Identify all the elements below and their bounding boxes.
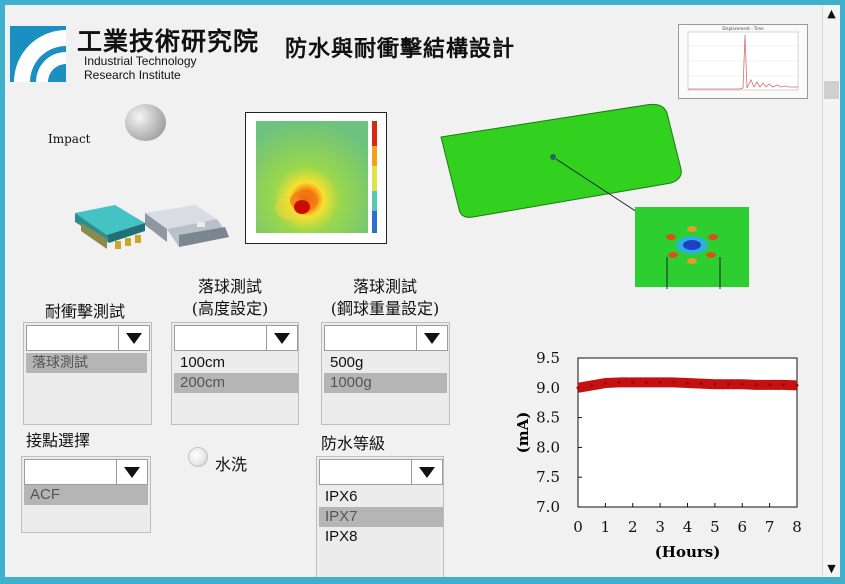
impact-test-label: 耐衝擊測試 xyxy=(44,302,125,321)
impact-heatmap-plot xyxy=(256,121,377,233)
main-panel: 工業技術研究院 Industrial Technology Research I… xyxy=(5,5,822,577)
data-point xyxy=(740,382,744,386)
ball-weight-listbox[interactable]: 500g 1000g xyxy=(321,322,450,425)
drop-height-option-100[interactable]: 100cm xyxy=(180,354,226,371)
data-point xyxy=(590,383,594,387)
data-point xyxy=(631,380,635,384)
y-tick-label: 9.5 xyxy=(536,349,560,367)
impact-test-field[interactable] xyxy=(26,325,119,351)
impact-heatmap xyxy=(245,112,387,244)
data-point xyxy=(603,381,607,385)
waterproof-listbox[interactable]: IPX6 IPX7 IPX8 xyxy=(316,456,444,577)
drop-height-label-line2: (高度設定) xyxy=(191,299,269,318)
impact-test-option[interactable]: 落球測試 xyxy=(26,353,147,373)
x-tick-label: 1 xyxy=(601,518,611,536)
ball-weight-label-line1: 落球測試 xyxy=(352,277,417,296)
org-name-en-line1: Industrial Technology xyxy=(84,54,197,68)
y-tick-label: 8.0 xyxy=(536,438,560,456)
drop-height-option-200[interactable]: 200cm xyxy=(174,373,298,393)
y-tick-label: 7.0 xyxy=(536,498,560,516)
data-point xyxy=(658,380,662,384)
org-name-en-line2: Research Institute xyxy=(84,68,181,82)
waterproof-option-ipx8[interactable]: IPX8 xyxy=(325,528,358,545)
waterproof-option-ipx6[interactable]: IPX6 xyxy=(325,488,358,505)
org-name: 工業技術研究院 xyxy=(77,27,260,56)
page-title: 防水與耐衝擊結構設計 xyxy=(285,36,516,62)
scroll-down-arrow-icon[interactable]: ▼ xyxy=(827,562,836,575)
drop-height-listbox[interactable]: 100cm 200cm xyxy=(171,322,299,425)
x-tick-label: 4 xyxy=(683,518,693,536)
drop-height-dropdown-button[interactable] xyxy=(266,325,298,351)
waterproof-field[interactable] xyxy=(319,459,412,485)
org-name-en: Industrial Technology Research Institute xyxy=(84,54,197,82)
ball-weight-dropdown-button[interactable] xyxy=(416,325,448,351)
y-tick-label: 9.0 xyxy=(536,379,560,397)
ball-weight-field[interactable] xyxy=(324,325,417,351)
drop-height-field[interactable] xyxy=(174,325,267,351)
wash-radio[interactable] xyxy=(188,447,208,467)
waterproof-dropdown-button[interactable] xyxy=(411,459,443,485)
impact-test-dropdown-button[interactable] xyxy=(118,325,150,351)
connector-model-image xyxy=(75,205,229,249)
data-point xyxy=(644,380,648,384)
impact-ball[interactable] xyxy=(125,104,166,141)
vertical-scrollbar[interactable]: ▲ ▼ xyxy=(822,5,840,577)
data-point xyxy=(672,380,676,384)
thumbnail-chart[interactable]: Displacement - Time xyxy=(678,24,808,99)
data-point xyxy=(713,382,717,386)
wash-label: 水洗 xyxy=(215,455,248,474)
contact-dropdown-button[interactable] xyxy=(116,459,148,485)
data-point xyxy=(795,383,799,387)
waterproof-option-ipx7[interactable]: IPX7 xyxy=(319,507,443,527)
x-tick-label: 6 xyxy=(737,518,747,536)
waterproof-label: 防水等級 xyxy=(321,434,386,453)
ball-weight-option-1000[interactable]: 1000g xyxy=(324,373,447,393)
data-point xyxy=(686,381,689,385)
data-point xyxy=(727,382,731,386)
itri-logo-icon xyxy=(10,26,66,82)
scroll-up-arrow-icon[interactable]: ▲ xyxy=(827,7,836,20)
impact-label: Impact xyxy=(48,132,91,146)
current-chart-series xyxy=(576,377,799,393)
drop-height-label-line1: 落球測試 xyxy=(197,277,262,296)
x-tick-label: 7 xyxy=(765,518,775,536)
data-point xyxy=(576,386,580,390)
data-point xyxy=(617,380,621,384)
x-tick-label: 2 xyxy=(628,518,638,536)
data-point xyxy=(781,383,785,387)
ball-weight-option-500[interactable]: 500g xyxy=(330,354,364,371)
y-tick-label: 7.5 xyxy=(536,468,560,486)
scroll-thumb[interactable] xyxy=(824,81,839,99)
data-point xyxy=(768,383,772,387)
x-tick-label: 0 xyxy=(573,518,583,536)
contact-label: 接點選擇 xyxy=(26,431,91,450)
x-tick-label: 8 xyxy=(792,518,802,536)
x-tick-label: 3 xyxy=(655,518,665,536)
thumbnail-chart-plot xyxy=(687,31,799,91)
current-chart-x-label: (Hours) xyxy=(655,543,721,561)
thumbnail-chart-title: Displacement - Time xyxy=(722,26,764,31)
impact-test-listbox[interactable]: 落球測試 xyxy=(23,322,152,425)
current-chart-y-ticks: 7.0 7.5 8.0 8.5 9.0 9.5 xyxy=(536,349,582,516)
plate-simulation-image xyxy=(440,103,749,289)
current-chart-y-label: (mA) xyxy=(514,412,532,454)
x-tick-label: 5 xyxy=(710,518,720,536)
contact-listbox[interactable]: ACF xyxy=(21,456,151,533)
contact-option-acf[interactable]: ACF xyxy=(24,485,148,505)
data-point xyxy=(754,383,758,387)
data-point xyxy=(699,382,703,386)
y-tick-label: 8.5 xyxy=(536,409,560,427)
ball-weight-label-line2: (鋼球重量設定) xyxy=(330,299,440,318)
contact-field[interactable] xyxy=(24,459,117,485)
